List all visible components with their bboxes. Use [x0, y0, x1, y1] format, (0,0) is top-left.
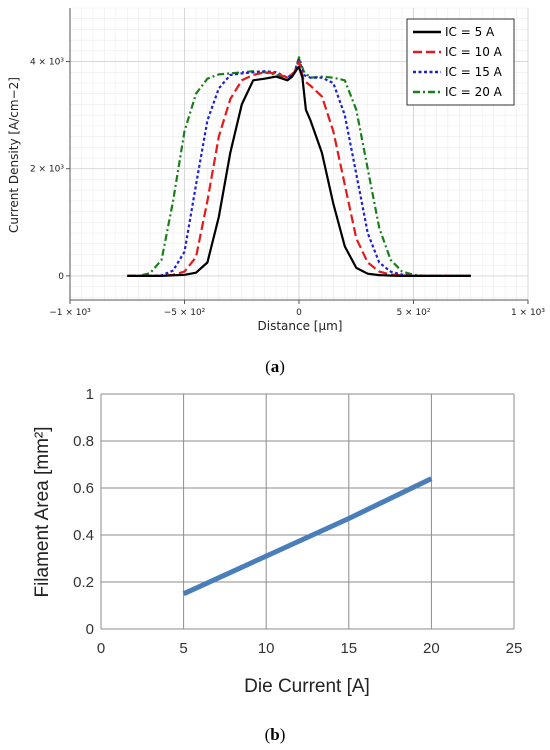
- chart-b-y-tick-label: 1: [86, 386, 94, 403]
- chart-a-series-line: [127, 65, 471, 277]
- chart-a-legend-label: IC = 20 A: [445, 85, 503, 99]
- chart-b-x-axis-label: Die Current [A]: [244, 676, 370, 697]
- chart-b-y-tick-label: 0.2: [73, 574, 94, 591]
- chart-a-series-line: [127, 57, 471, 277]
- chart-a-grid: [69, 7, 529, 300]
- chart-a-y-tick-label: 4 × 10³: [30, 58, 64, 68]
- chart-b-x-tick-label: 25: [506, 640, 523, 657]
- chart-b-grid: [100, 393, 515, 630]
- chart-a: −1 × 10³ −5 × 10² 0 5 × 10² 1 × 10³ 0 2 × 10³ 4…: [7, 7, 545, 376]
- chart-a-caption: (a): [265, 357, 285, 376]
- chart-b: 0 5 10 15 20 25 0 0.2 0.4 0.6 0.8 1 Die Current [A]…: [32, 386, 522, 744]
- chart-a-legend-box: [406, 18, 515, 106]
- chart-b-series-line: [182, 476, 433, 597]
- chart-b-y-tick-label: 0.8: [73, 433, 94, 450]
- chart-a-x-tick-label: 0: [296, 308, 302, 318]
- chart-a-caption-letter: a: [271, 357, 280, 376]
- chart-b-x-tick-label: 10: [258, 640, 275, 657]
- chart-b-x-tick-label: 20: [423, 640, 440, 657]
- chart-a-ticks: −1 × 10³ −5 × 10² 0 5 × 10² 1 × 10³ 0 2 × 10³ 4…: [30, 58, 545, 318]
- chart-b-series: [182, 476, 433, 597]
- chart-a-legend-label: IC = 5 A: [445, 25, 495, 39]
- chart-a-legend: IC = 5 A IC = 10 A IC = 15 A IC = 20 A: [406, 18, 515, 106]
- chart-a-y-axis-label: Current Density [A/cm−2]: [7, 77, 21, 233]
- chart-a-y-tick-label: 0: [58, 272, 64, 282]
- chart-a-x-tick-label: −1 × 10³: [49, 308, 91, 318]
- chart-b-caption: (b): [265, 725, 286, 744]
- chart-a-x-tick-label: −5 × 10²: [164, 308, 206, 318]
- chart-a-legend-label: IC = 10 A: [445, 45, 503, 59]
- chart-b-ticks: 0 5 10 15 20 25 0 0.2 0.4 0.6 0.8 1: [73, 386, 522, 657]
- chart-a-series: [127, 56, 471, 277]
- chart-b-caption-letter: b: [270, 725, 279, 744]
- chart-b-x-tick-label: 15: [340, 640, 357, 657]
- chart-b-y-axis-label: Filament Area [mm²]: [32, 426, 53, 597]
- chart-b-y-tick-label: 0: [86, 621, 94, 638]
- chart-a-legend-label: IC = 15 A: [445, 65, 503, 79]
- chart-b-y-tick-label: 0.4: [73, 527, 94, 544]
- chart-a-x-tick-label: 5 × 10²: [396, 308, 430, 318]
- chart-a-y-tick-label: 2 × 10³: [30, 165, 64, 175]
- chart-a-x-tick-label: 1 × 10³: [511, 308, 545, 318]
- chart-b-x-tick-label: 5: [179, 640, 187, 657]
- chart-b-y-tick-label: 0.6: [73, 480, 94, 497]
- chart-b-x-tick-label: 0: [97, 640, 105, 657]
- chart-a-x-axis-label: Distance [µm]: [258, 319, 343, 333]
